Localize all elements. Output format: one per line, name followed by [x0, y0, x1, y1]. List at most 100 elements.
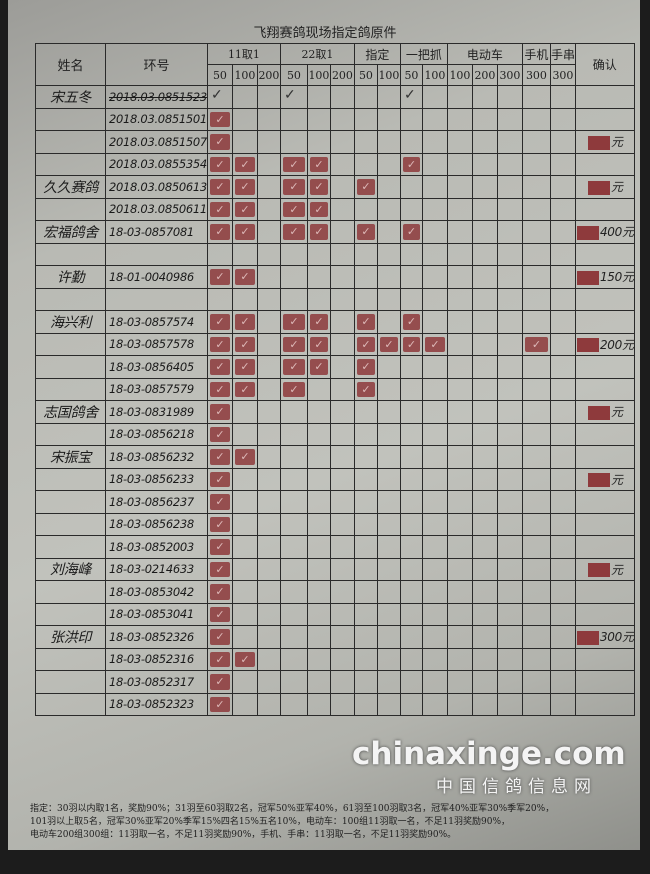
- entry-cell: [399, 692, 423, 716]
- red-stamp-icon: ✓: [282, 381, 305, 397]
- entry-cell: [471, 400, 498, 424]
- ring-number: 18-03-0857578: [105, 332, 208, 356]
- entry-cell: ✓: [279, 175, 308, 199]
- red-stamp-icon: ✓: [209, 336, 230, 352]
- entry-cell: [549, 220, 576, 244]
- entry-cell: [521, 287, 551, 311]
- entry-cell: [376, 152, 401, 176]
- entry-cell: ✓: [353, 332, 378, 356]
- entry-cell: [231, 670, 258, 694]
- entry-cell: [399, 377, 423, 401]
- entry-cell: [256, 512, 281, 536]
- entry-cell: [496, 197, 523, 221]
- entry-cell: [471, 220, 498, 244]
- entry-cell: [496, 670, 523, 694]
- entry-cell: [471, 647, 498, 671]
- entry-cell: [399, 445, 423, 469]
- red-stamp-icon: ✓: [309, 224, 328, 240]
- entry-cell: [521, 535, 551, 559]
- confirm-cell: [574, 152, 635, 176]
- entry-cell: [549, 265, 576, 289]
- entry-cell: ✓: [279, 377, 308, 401]
- entry-cell: [306, 625, 331, 649]
- red-stamp-icon: ✓: [234, 224, 255, 240]
- rules-line: 电动车200组300组：11羽取一名，不足11羽奖励90%，手机、手串：11羽取…: [30, 830, 457, 840]
- entry-cell: [231, 490, 258, 514]
- entry-cell: ✓: [399, 332, 423, 356]
- entry-cell: [549, 355, 576, 379]
- entry-cell: ✓: [421, 332, 448, 356]
- subheader-amount: 100: [376, 64, 401, 86]
- entry-cell: [329, 422, 355, 446]
- table-row: 2018.03.0855354 ✓ ✓ ✓ ✓ ✓: [35, 152, 635, 176]
- entry-cell: ✓: [399, 152, 423, 176]
- ring-number: 18-03-0856238: [105, 512, 208, 536]
- entry-cell: [231, 242, 258, 266]
- owner-name: [35, 535, 106, 559]
- entry-cell: [256, 445, 281, 469]
- ring-number: 18-03-0856233: [105, 467, 208, 491]
- entry-cell: [231, 557, 258, 581]
- ring-number: 18-03-0856237: [105, 490, 208, 514]
- entry-cell: [256, 647, 281, 671]
- header-designated: 指定: [353, 43, 401, 65]
- entry-cell: [549, 580, 576, 604]
- entry-cell: [231, 85, 258, 109]
- confirm-cell: [574, 197, 635, 221]
- confirm-cell: [574, 85, 635, 109]
- confirm-cell: [574, 692, 635, 716]
- table-row: 许勤 18-01-0040986 ✓ ✓ 150元: [35, 265, 635, 289]
- entry-cell: [353, 467, 378, 491]
- entry-cell: [521, 647, 551, 671]
- entry-cell: [496, 242, 523, 266]
- confirm-amount: 元: [610, 405, 623, 420]
- entry-cell: [329, 242, 355, 266]
- owner-name: [35, 107, 106, 131]
- entry-cell: [471, 175, 498, 199]
- entry-cell: [471, 332, 498, 356]
- entry-cell: ✓: [206, 557, 233, 581]
- entry-cell: [256, 310, 281, 334]
- entry-cell: ✓: [206, 152, 233, 176]
- confirm-cell: [574, 242, 635, 266]
- red-stamp-icon: ✓: [234, 336, 255, 352]
- entry-cell: [376, 467, 401, 491]
- red-stamp-icon: ✓: [356, 359, 375, 375]
- entry-cell: [231, 400, 258, 424]
- entry-cell: [376, 400, 401, 424]
- entry-cell: [376, 580, 401, 604]
- red-stamp-icon: ✓: [356, 381, 375, 397]
- entry-cell: [231, 535, 258, 559]
- entry-cell: [421, 107, 448, 131]
- entry-cell: [471, 535, 498, 559]
- entry-cell: ✓: [231, 445, 258, 469]
- subheader-amount: 200: [471, 64, 498, 86]
- entry-cell: [376, 670, 401, 694]
- entry-cell: [399, 670, 423, 694]
- ring-number: 2018.03.0855354: [105, 152, 208, 176]
- entry-cell: ✓: [206, 602, 233, 626]
- entry-cell: [306, 535, 331, 559]
- entry-cell: [306, 85, 331, 109]
- entry-cell: [399, 422, 423, 446]
- entry-cell: [329, 377, 355, 401]
- ring-number: 18-03-0857081: [105, 220, 208, 244]
- entry-cell: [376, 242, 401, 266]
- confirm-cell: 400元: [574, 220, 635, 244]
- entry-cell: [376, 310, 401, 334]
- red-stamp-icon: [587, 563, 610, 578]
- entry-cell: [279, 107, 308, 131]
- ring-number: 18-03-0852323: [105, 692, 208, 716]
- entry-cell: [279, 692, 308, 716]
- entry-cell: [206, 287, 233, 311]
- entry-cell: [279, 467, 308, 491]
- owner-name: 宋五冬: [35, 85, 106, 109]
- entry-cell: [446, 670, 473, 694]
- confirm-amount: 元: [610, 135, 623, 150]
- entry-cell: [306, 602, 331, 626]
- subheader-amount: 50: [279, 64, 308, 86]
- entry-cell: [399, 197, 423, 221]
- table-row: [35, 287, 635, 311]
- entry-cell: ✓: [206, 355, 233, 379]
- entry-cell: [353, 512, 378, 536]
